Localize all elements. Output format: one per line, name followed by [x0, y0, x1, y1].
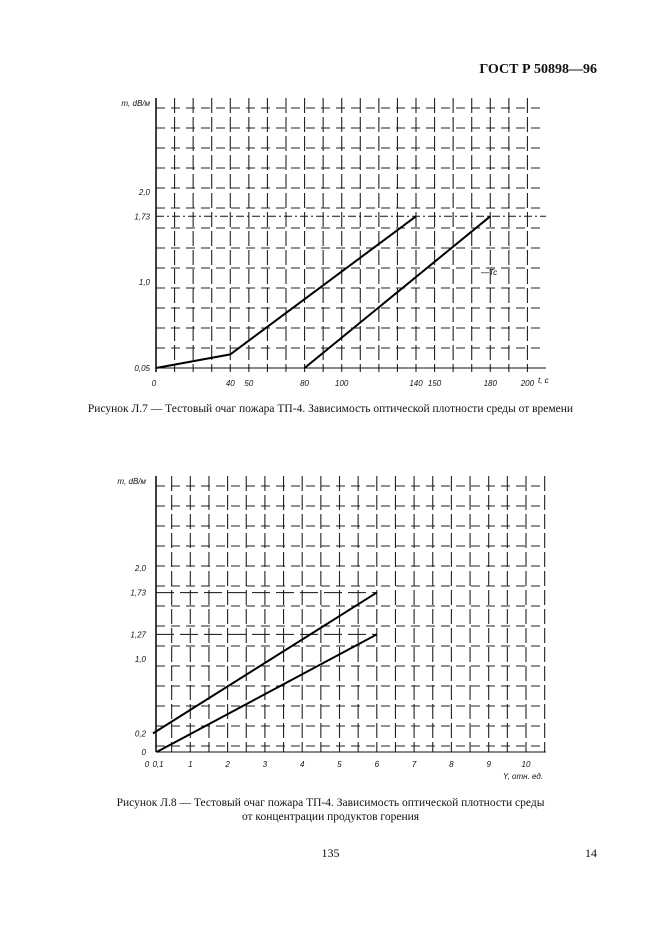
page-number: 135	[321, 846, 340, 860]
x-axis-label: Y, отн. ед.	[503, 772, 543, 781]
y-axis-label: m, dB/м	[117, 477, 146, 486]
x-tick-label: 80	[300, 379, 309, 388]
figure-caption-l7: Рисунок Л.7 — Тестовый очаг пожара ТП-4.…	[87, 403, 574, 415]
y-tick-label: 0	[142, 748, 147, 757]
x-tick-label: 200	[520, 379, 535, 388]
x-tick-label: 140	[409, 379, 423, 388]
annotation-tc: —Tc	[480, 268, 497, 277]
x-tick-label: 3	[263, 760, 268, 769]
y-tick-label: 1,73	[130, 589, 146, 598]
x-axis-label: t, с	[538, 376, 549, 385]
x-tick-label: 2	[224, 760, 230, 769]
y-tick-label: 2,0	[134, 564, 147, 573]
x-tick-label: 0,1	[152, 760, 163, 769]
y-tick-label: 1,27	[130, 630, 146, 639]
sheet-number: 14	[585, 846, 597, 860]
y-tick-label: 0,05	[134, 364, 150, 373]
series-line-1	[152, 591, 378, 735]
x-tick-label: 0	[145, 760, 150, 769]
y-tick-label: 1,0	[135, 655, 147, 664]
x-tick-label: 10	[522, 760, 531, 769]
y-tick-label: 2,0	[138, 188, 151, 197]
series-line-1	[155, 215, 417, 369]
series-line-2	[303, 215, 491, 369]
x-tick-label: 4	[300, 760, 305, 769]
x-tick-label: 50	[244, 379, 253, 388]
x-tick-label: 1	[188, 760, 192, 769]
x-tick-label: 6	[375, 760, 380, 769]
x-tick-label: 7	[412, 760, 417, 769]
x-tick-label: 8	[449, 760, 454, 769]
y-tick-label: 0,2	[135, 729, 147, 738]
x-tick-label: 5	[337, 760, 342, 769]
figure-caption-l8-line2: от концентрации продуктов горения	[241, 811, 420, 823]
x-tick-label: 40	[226, 379, 235, 388]
x-tick-label: 150	[428, 379, 442, 388]
y-tick-label: 1,0	[139, 278, 151, 287]
x-tick-label: 180	[484, 379, 498, 388]
figure-caption-l8-line1: Рисунок Л.8 — Тестовый очаг пожара ТП-4.…	[116, 797, 545, 809]
standard-header: ГОСТ Р 50898—96	[479, 62, 597, 77]
x-tick-label: 9	[486, 760, 491, 769]
y-axis-label: m, dB/м	[121, 99, 150, 108]
x-tick-label: 100	[335, 379, 349, 388]
series-line-2	[156, 633, 378, 753]
y-tick-label: 1,73	[134, 212, 150, 221]
x-tick-label: 0	[152, 379, 157, 388]
